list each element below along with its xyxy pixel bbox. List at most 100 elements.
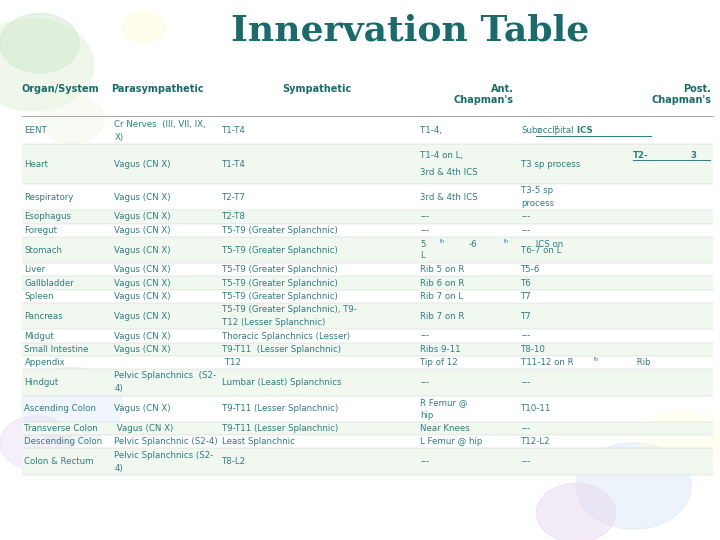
Text: Vagus (CN X): Vagus (CN X) [114,212,171,221]
Text: ---: --- [420,212,430,221]
Text: Pelvic Splanchnics (S2-: Pelvic Splanchnics (S2- [114,450,214,460]
Text: T12-L2: T12-L2 [521,437,551,447]
Text: ---: --- [521,424,531,433]
Text: process: process [521,199,554,208]
Text: Tip of 12: Tip of 12 [420,358,458,367]
Text: Vagus (CN X): Vagus (CN X) [114,292,171,301]
Text: Parasympathetic: Parasympathetic [112,84,204,94]
Text: Post.
Chapman's: Post. Chapman's [652,84,711,105]
Polygon shape [22,237,713,263]
Text: Organ/System: Organ/System [22,84,99,94]
Text: Appendix: Appendix [24,358,66,367]
Polygon shape [22,422,713,435]
Text: Rib 7 on L: Rib 7 on L [420,292,464,301]
Text: Least Splanchnic: Least Splanchnic [222,437,295,447]
Text: Suboccipital: Suboccipital [521,126,574,136]
Text: th: th [440,239,445,244]
Text: Hindgut: Hindgut [24,378,59,387]
Text: ---: --- [521,212,531,221]
Text: Stomach: Stomach [24,246,63,254]
Text: T8-10: T8-10 [521,345,546,354]
Text: ---: --- [420,378,430,387]
Text: 5: 5 [420,240,426,249]
Text: T5-T9 (Greater Splanchnic): T5-T9 (Greater Splanchnic) [222,292,338,301]
Text: Innervation Table: Innervation Table [231,14,590,48]
Text: T5-T9 (Greater Splanchnic): T5-T9 (Greater Splanchnic) [222,265,338,274]
Text: Rib 7 on R: Rib 7 on R [420,312,465,321]
Text: th: th [594,357,599,362]
Text: Rib 5 on R: Rib 5 on R [420,265,465,274]
Text: 3rd & 4th ICS: 3rd & 4th ICS [420,193,478,201]
Text: hip: hip [420,411,434,420]
Text: R Femur @: R Femur @ [420,397,468,407]
Text: Pancreas: Pancreas [24,312,63,321]
Text: 2: 2 [536,128,541,134]
Text: Vagus (CN X): Vagus (CN X) [114,193,171,201]
Text: T6-7 on L: T6-7 on L [521,246,562,254]
Text: Heart: Heart [24,159,48,168]
Text: Spleen: Spleen [24,292,54,301]
Text: Colon & Rectum: Colon & Rectum [24,457,94,466]
Polygon shape [22,144,713,184]
Text: Gallbladder: Gallbladder [24,279,74,288]
Text: th: th [503,239,509,244]
Text: nd: nd [552,125,559,130]
Text: 4): 4) [114,464,123,473]
Text: Vagus (CN X): Vagus (CN X) [114,246,171,254]
Text: Near Knees: Near Knees [420,424,470,433]
Text: T5-T9 (Greater Splanchnic): T5-T9 (Greater Splanchnic) [222,246,338,254]
Text: X): X) [114,133,124,142]
Text: T5-6: T5-6 [521,265,541,274]
Text: T8-L2: T8-L2 [222,457,247,466]
Text: Vagus (CN X): Vagus (CN X) [114,226,171,235]
Text: Vagus (CN X): Vagus (CN X) [114,424,174,433]
Text: T11-12 on R: T11-12 on R [521,358,574,367]
Text: T5-T9 (Greater Splanchnic): T5-T9 (Greater Splanchnic) [222,226,338,235]
Text: T1-T4: T1-T4 [222,126,246,136]
Text: T6: T6 [521,279,532,288]
Text: T2-T7: T2-T7 [222,193,246,201]
Text: T1-4 on L,: T1-4 on L, [420,151,467,160]
Text: T1-T4: T1-T4 [222,159,246,168]
Text: Rib 6 on R: Rib 6 on R [420,279,465,288]
Text: 4): 4) [114,384,123,394]
Polygon shape [22,303,713,329]
Text: Pelvic Splanchnics  (S2-: Pelvic Splanchnics (S2- [114,371,217,380]
Text: 3: 3 [690,151,696,160]
Text: L Femur @ hip: L Femur @ hip [420,437,483,447]
Text: T3 sp process: T3 sp process [521,159,580,168]
Text: T12 (Lesser Splanchnic): T12 (Lesser Splanchnic) [222,318,325,327]
Text: ---: --- [420,226,430,235]
Text: Cr Nerves  (III, VII, IX,: Cr Nerves (III, VII, IX, [114,120,206,129]
Text: ICS: ICS [574,126,593,136]
Text: Sympathetic: Sympathetic [282,84,351,94]
Text: Lumbar (Least) Splanchnics: Lumbar (Least) Splanchnics [222,378,342,387]
Text: Ribs 9-11: Ribs 9-11 [420,345,461,354]
Text: ---: --- [521,226,531,235]
Text: ---: --- [521,378,531,387]
Polygon shape [22,276,713,289]
Text: T3-5 sp: T3-5 sp [521,186,554,195]
Text: T1-4,: T1-4, [420,126,445,136]
Text: ---: --- [521,332,531,341]
Text: ---: --- [521,457,531,466]
Text: Liver: Liver [24,265,45,274]
Text: Foregut: Foregut [24,226,58,235]
Text: Pelvic Splanchnic (S2-4): Pelvic Splanchnic (S2-4) [114,437,218,447]
Text: Midgut: Midgut [24,332,54,341]
Text: T5-T9 (Greater Splanchnic), T9-: T5-T9 (Greater Splanchnic), T9- [222,305,357,314]
Text: ---: --- [420,457,430,466]
Text: Small Intestine: Small Intestine [24,345,89,354]
Text: ICS on: ICS on [533,240,563,249]
Text: L: L [420,251,426,260]
Text: Vagus (CN X): Vagus (CN X) [114,345,171,354]
Text: EENT: EENT [24,126,48,136]
Text: Ant.
Chapman's: Ant. Chapman's [454,84,513,105]
Text: T9-T11  (Lesser Splanchnic): T9-T11 (Lesser Splanchnic) [222,345,341,354]
Text: 3rd & 4th ICS: 3rd & 4th ICS [420,168,478,177]
Text: Descending Colon: Descending Colon [24,437,103,447]
Text: Rib: Rib [634,358,651,367]
Text: Thoracic Splanchnics (Lesser): Thoracic Splanchnics (Lesser) [222,332,351,341]
Text: T12: T12 [222,358,241,367]
Text: T7: T7 [521,292,532,301]
